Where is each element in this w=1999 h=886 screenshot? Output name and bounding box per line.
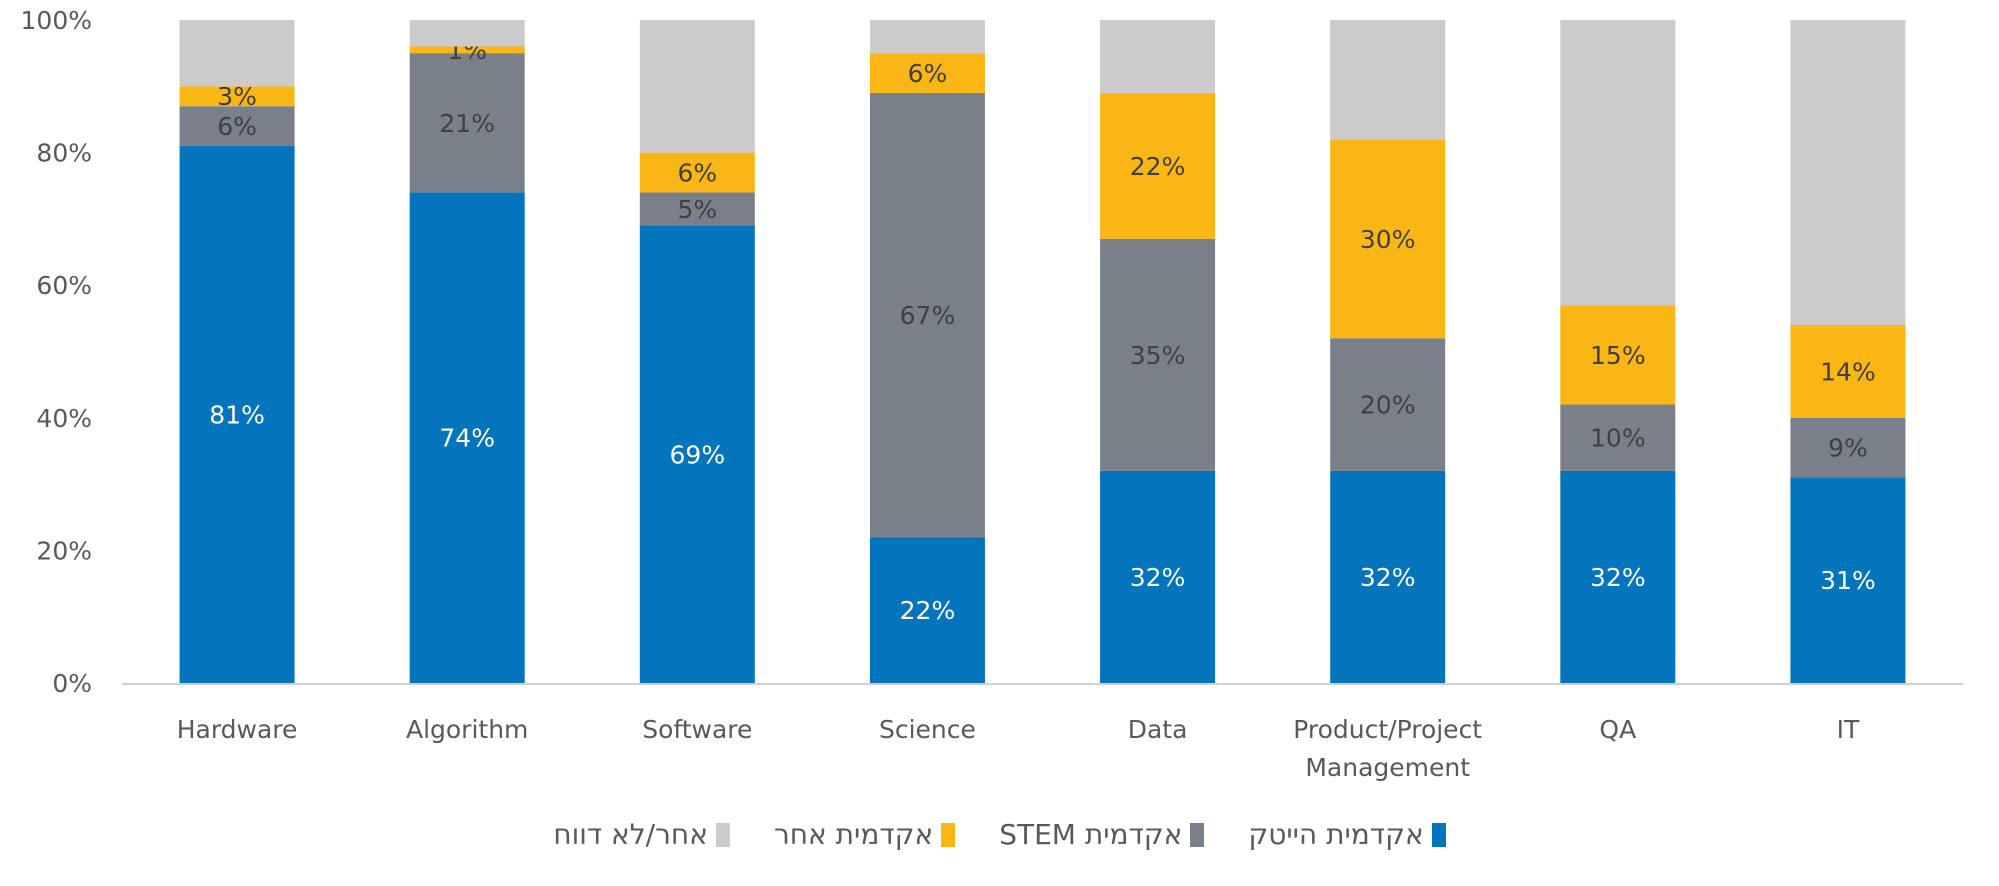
bar-stack: 31% 9% 14%: [1790, 20, 1906, 683]
bar-segment: [1790, 477, 1906, 683]
legend-item-other-unreported: אחר/לא דווח: [553, 818, 730, 851]
bar-segment: [409, 192, 525, 683]
bar-stack: 32% 10% 15%: [1560, 20, 1676, 683]
data-label: 21%: [439, 109, 495, 138]
bars: 81%6%3%74%21%1%69%5%6%22%67%6%32%35%22%3…: [179, 20, 1906, 684]
bar-segment: [1100, 470, 1216, 683]
stacked-bar-chart: 0%20%40%60%80%100% 81%6%3%74%21%1%69%5%6…: [21, 6, 1963, 782]
data-label: 67%: [900, 301, 956, 330]
bar-stack: 81% 6%3%: [179, 20, 295, 684]
x-tick-label: Product/Project: [1293, 715, 1482, 744]
data-label: 10%: [1590, 424, 1646, 453]
bar-segment: [639, 152, 755, 193]
data-label: 22%: [900, 596, 956, 625]
bar-stack: 32% 20% 30%: [1330, 20, 1446, 683]
bar-stack: 74%21%1%: [409, 20, 525, 683]
bar-segment: [1330, 338, 1446, 471]
data-label: 20%: [1360, 391, 1416, 420]
legend-label: אקדמית אחר: [773, 818, 934, 851]
bar-segment: [1790, 20, 1906, 325]
data-label: 74%: [439, 424, 495, 453]
bar-segment: [869, 537, 985, 683]
y-tick-label: 100%: [21, 6, 92, 35]
y-tick-label: 20%: [36, 536, 92, 565]
data-label: 14%: [1820, 357, 1876, 386]
legend-item-other-academic: אקדמית אחר: [773, 818, 956, 851]
x-tick-label: QA: [1599, 715, 1636, 744]
bar-segment: [409, 20, 525, 47]
data-label: 32%: [1590, 563, 1646, 592]
bar-segment: [869, 92, 985, 538]
bar-stack: 69% 5% 6%: [639, 20, 755, 683]
bar-segment: [639, 192, 755, 226]
bar-segment: [869, 53, 985, 93]
data-label: 6%: [217, 112, 257, 141]
y-tick-label: 0%: [52, 669, 92, 698]
bar-segment: [1790, 417, 1906, 478]
bar-segment: [869, 20, 985, 54]
data-label: 31%: [1820, 566, 1876, 595]
bar-segment: [1100, 238, 1216, 471]
bar-segment: [1100, 20, 1216, 93]
data-label: 81%: [209, 400, 265, 429]
y-tick-label: 40%: [36, 404, 92, 433]
bar-segment: [179, 20, 295, 87]
data-label: 22%: [1130, 152, 1186, 181]
bar-segment: [1790, 324, 1906, 418]
x-tick-label: Software: [642, 715, 752, 744]
data-label: 69%: [670, 440, 726, 469]
data-label: 9%: [1828, 434, 1868, 463]
data-label: 15%: [1590, 341, 1646, 370]
bar-segment: [1330, 20, 1446, 140]
data-label: 6%: [677, 158, 717, 187]
bar-segment: [1560, 305, 1676, 405]
bar-segment: [409, 46, 525, 54]
x-tick-label: Data: [1128, 715, 1188, 744]
bar-segment: [409, 53, 525, 193]
x-tick-label: IT: [1837, 715, 1860, 744]
x-tick-label: Science: [879, 715, 976, 744]
data-label: 6%: [908, 59, 948, 88]
bar-stack: 22% 67% 6%: [869, 20, 985, 683]
x-tick-label: Management: [1305, 753, 1470, 782]
bar-segment: [639, 20, 755, 153]
bar-segment: [639, 225, 755, 683]
bar-segment: [1560, 20, 1676, 306]
legend-swatch-icon: [1431, 822, 1446, 847]
bar-segment: [1560, 470, 1676, 683]
legend-swatch-icon: [1190, 822, 1205, 847]
legend-item-stem: אקדמית STEM: [999, 818, 1205, 851]
legend-label: אקדמית STEM: [999, 818, 1183, 851]
data-label: 3%: [217, 82, 257, 111]
legend-label: אקדמית הייטק: [1248, 818, 1424, 851]
bar-stack: 32% 35% 22%: [1100, 20, 1216, 683]
legend-swatch-icon: [715, 822, 730, 847]
bar-segment: [1330, 139, 1446, 339]
data-label: 35%: [1130, 341, 1186, 370]
legend-item-hitech: אקדמית הייטק: [1248, 818, 1446, 851]
y-tick-label: 60%: [36, 271, 92, 300]
legend-label: אחר/לא דווח: [553, 818, 708, 851]
bar-segment: [1330, 470, 1446, 683]
legend-swatch-icon: [941, 822, 956, 847]
data-label: 5%: [677, 195, 717, 224]
x-axis: Hardware Algorithm Software Science Data Prod…: [177, 715, 1860, 782]
bar-segment: [179, 86, 295, 107]
bar-segment: [179, 145, 295, 684]
y-axis: 0% 20% 40% 60% 80% 100%: [21, 6, 92, 698]
data-label: 32%: [1130, 563, 1186, 592]
y-tick-label: 80%: [36, 139, 92, 168]
bar-segment: [1560, 404, 1676, 471]
legend: אקדמית הייטק אקדמית STEM אקדמית אחר אחר/…: [0, 818, 1999, 851]
x-tick-label: Hardware: [177, 715, 298, 744]
data-label: 30%: [1360, 225, 1416, 254]
data-label: 32%: [1360, 563, 1416, 592]
x-tick-label: Algorithm: [406, 715, 528, 744]
bar-segment: [179, 106, 295, 146]
bar-segment: [1100, 92, 1216, 239]
